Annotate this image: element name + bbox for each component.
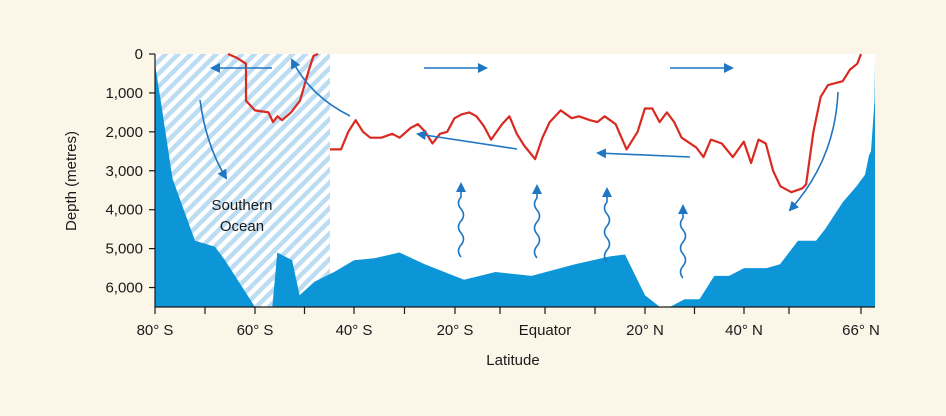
circulation-arrows [199, 58, 839, 279]
y-tick-label: 3,000 [105, 163, 143, 180]
y-tick-label: 6,000 [105, 280, 143, 297]
x-tick-label: 20° N [626, 322, 664, 339]
wavy-upwelling-arrow-2 [532, 184, 542, 259]
x-tick-label: Equator [519, 322, 572, 339]
x-axis-title: Latitude [486, 352, 539, 369]
deep-return-arrow-2 [596, 148, 691, 159]
x-tick-label: 60° S [237, 322, 274, 339]
y-axis-title: Depth (metres) [63, 131, 80, 231]
wavy-upwelling-arrow-1 [456, 182, 466, 258]
y-tick-label: 0 [135, 46, 143, 63]
deep-return-arrow-1 [416, 130, 518, 150]
wavy-upwelling-arrow-4 [678, 204, 688, 279]
region-label-line-2: Ocean [220, 218, 264, 235]
y-tick-label: 4,000 [105, 202, 143, 219]
y-tick-label: 5,000 [105, 241, 143, 258]
northern-sinking-arrow [788, 91, 839, 212]
y-tick-label: 1,000 [105, 85, 143, 102]
x-tick-label: 80° S [137, 322, 174, 339]
x-tick-label: 40° N [725, 322, 763, 339]
southern-upwelling-arrow [291, 58, 351, 117]
axes [149, 53, 875, 314]
x-tick-label: 40° S [336, 322, 373, 339]
region-label: Southern Ocean [212, 197, 273, 235]
x-tick-label: 20° S [437, 322, 474, 339]
wavy-upwelling-arrow-3 [602, 187, 612, 263]
x-tick-label: 66° N [842, 322, 880, 339]
southern-mixing-line [227, 52, 319, 124]
region-label-line-1: Southern [212, 197, 273, 214]
y-tick-label: 2,000 [105, 124, 143, 141]
seafloor-profile [155, 63, 875, 308]
southern-sinking-arrow [199, 99, 228, 180]
mixing-depth-line [330, 53, 863, 194]
